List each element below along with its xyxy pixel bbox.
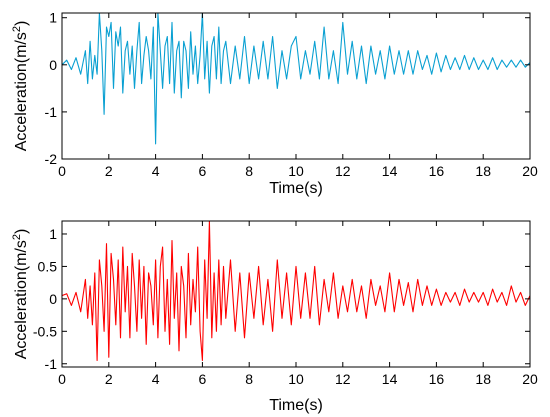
y-axis-title-2: Acceleration(m/s2) bbox=[11, 229, 30, 360]
x-tick-label-2-6: 6 bbox=[199, 371, 207, 387]
y-tick-label-2-3: 0.5 bbox=[38, 258, 58, 274]
x-tick-label-2-12: 12 bbox=[335, 371, 351, 387]
x-tick-label-1-0: 0 bbox=[58, 163, 66, 179]
x-tick-label-2-14: 14 bbox=[382, 371, 398, 387]
series-line-2-1 bbox=[62, 221, 530, 362]
x-tick-label-1-20: 20 bbox=[522, 163, 538, 179]
y-tick-label-2-1: -0.5 bbox=[33, 323, 57, 339]
axes-box-2 bbox=[61, 220, 531, 368]
series-line-1-1 bbox=[62, 13, 530, 145]
subplot-1: 0 2 4 6 8 10 12 14 16 18 20 -2 -1 0 1 Time(s) Accelerati… bbox=[11, 10, 538, 197]
y-tick-label-2-2: 0 bbox=[49, 291, 57, 307]
x-tick-label-2-2: 2 bbox=[105, 371, 113, 387]
x-tick-label-2-10: 10 bbox=[288, 371, 304, 387]
x-tick-label-1-18: 18 bbox=[475, 163, 491, 179]
x-tick-label-1-14: 14 bbox=[382, 163, 398, 179]
x-tick-label-2-8: 8 bbox=[245, 371, 253, 387]
x-tick-label-2-4: 4 bbox=[152, 371, 160, 387]
x-tick-label-2-0: 0 bbox=[58, 371, 66, 387]
x-tick-label-2-16: 16 bbox=[429, 371, 445, 387]
y-tick-label-1-3: 1 bbox=[49, 10, 57, 26]
x-axis-title-2: Time(s) bbox=[269, 397, 323, 414]
x-tick-label-2-20: 20 bbox=[522, 371, 538, 387]
y-tick-label-1-2: 0 bbox=[49, 57, 57, 73]
y-tick-label-2-0: -1 bbox=[45, 356, 58, 372]
y-tick-label-2-4: 1 bbox=[49, 226, 57, 242]
subplot-2: 0 2 4 6 8 10 12 14 16 18 20 -1 -0.5 0 0.5 1 Time(s) Accel… bbox=[11, 220, 538, 414]
x-tick-label-1-2: 2 bbox=[105, 163, 113, 179]
axes-box-1 bbox=[61, 12, 531, 160]
x-tick-label-1-8: 8 bbox=[245, 163, 253, 179]
x-tick-label-1-6: 6 bbox=[199, 163, 207, 179]
y-tick-label-1-0: -2 bbox=[45, 151, 58, 167]
x-tick-label-1-12: 12 bbox=[335, 163, 351, 179]
x-tick-label-1-10: 10 bbox=[288, 163, 304, 179]
x-tick-label-2-18: 18 bbox=[475, 371, 491, 387]
y-tick-label-1-1: -1 bbox=[45, 104, 58, 120]
x-tick-label-1-4: 4 bbox=[152, 163, 160, 179]
x-tick-label-1-16: 16 bbox=[429, 163, 445, 179]
y-axis-title-1: Acceleration(m/s2) bbox=[11, 21, 30, 152]
x-axis-title-1: Time(s) bbox=[269, 180, 323, 197]
